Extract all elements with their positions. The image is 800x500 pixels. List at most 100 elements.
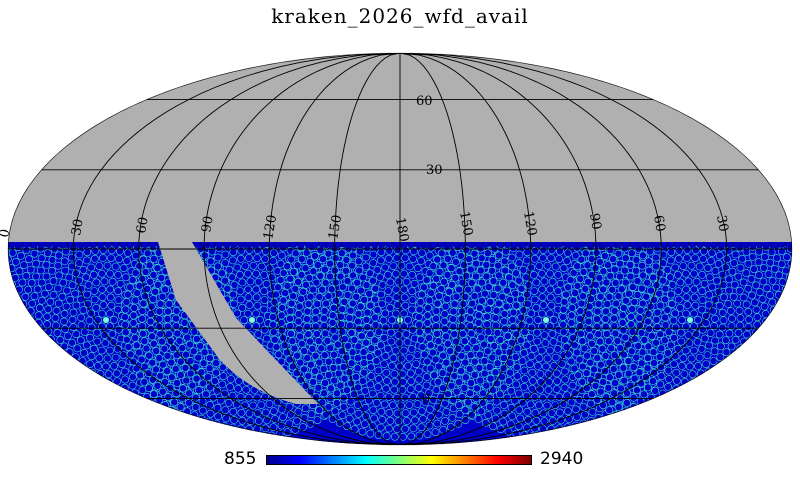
- field-pointing: [698, 287, 706, 296]
- field-pointing: [180, 318, 189, 327]
- field-pointing: [261, 408, 270, 417]
- field-pointing: [548, 330, 557, 338]
- field-pointing: [687, 354, 696, 363]
- field-pointing: [546, 269, 554, 278]
- field-pointing: [587, 254, 596, 263]
- field-pointing: [145, 351, 153, 360]
- field-pointing: [40, 369, 49, 378]
- field-pointing: [318, 398, 327, 407]
- field-pointing: [156, 330, 165, 339]
- field-pointing: [46, 335, 55, 343]
- field-pointing: [0, 300, 1, 307]
- field-pointing: [393, 425, 401, 433]
- field-pointing: [425, 251, 434, 260]
- field-pointing: [138, 322, 147, 331]
- field-pointing: [612, 299, 621, 308]
- field-pointing: [331, 407, 340, 416]
- field-pointing: [578, 377, 587, 386]
- field-pointing: [390, 385, 399, 394]
- field-pointing: [555, 392, 563, 401]
- field-pointing: [230, 280, 239, 289]
- field-pointing: [384, 424, 393, 433]
- field-pointing: [628, 283, 637, 291]
- field-pointing: [464, 398, 473, 407]
- field-pointing: [682, 293, 691, 302]
- field-pointing: [734, 370, 742, 379]
- field-pointing: [771, 264, 779, 273]
- field-pointing: [60, 383, 68, 392]
- field-pointing: [630, 297, 639, 306]
- field-pointing: [636, 306, 645, 315]
- field-pointing: [213, 386, 222, 395]
- field-pointing: [8, 302, 10, 311]
- field-pointing: [182, 376, 191, 385]
- field-pointing: [491, 314, 500, 322]
- field-pointing: [656, 380, 665, 389]
- field-pointing: [501, 247, 510, 256]
- field-pointing: [665, 375, 673, 383]
- field-pointing: [204, 373, 212, 381]
- field-pointing: [43, 249, 52, 258]
- field-pointing: [676, 278, 685, 287]
- field-pointing: [106, 309, 114, 318]
- field-pointing: [432, 314, 440, 323]
- field-pointing: [136, 371, 145, 380]
- field-pointing: [701, 416, 709, 425]
- field-pointing: [435, 292, 443, 301]
- field-pointing: [574, 371, 583, 380]
- field-pointing: [696, 385, 705, 394]
- field-pointing: [30, 371, 39, 379]
- field-pointing: [199, 406, 207, 415]
- field-pointing: [435, 267, 444, 276]
- field-pointing: [433, 299, 442, 308]
- field-pointing: [555, 255, 563, 263]
- field-pointing: [674, 270, 682, 279]
- field-pointing: [8, 381, 16, 390]
- field-pointing: [233, 309, 242, 318]
- field-pointing: [731, 335, 740, 344]
- field-pointing: [191, 363, 200, 371]
- field-pointing: [366, 269, 374, 278]
- field-pointing: [33, 285, 42, 294]
- field-pointing: [8, 347, 15, 355]
- field-pointing: [564, 249, 572, 257]
- field-pointing: [695, 262, 704, 271]
- field-pointing: [331, 333, 340, 342]
- field-pointing: [758, 295, 767, 303]
- field-pointing: [360, 295, 369, 304]
- field-pointing: [440, 310, 449, 318]
- field-pointing: [142, 344, 151, 353]
- field-pointing: [74, 422, 83, 430]
- field-pointing: [286, 274, 295, 283]
- field-pointing: [359, 348, 368, 357]
- field-pointing: [666, 391, 675, 400]
- field-pointing: [348, 348, 357, 357]
- field-pointing: [590, 365, 598, 374]
- field-pointing: [601, 251, 609, 260]
- field-pointing: [515, 259, 524, 267]
- field-pointing: [119, 264, 128, 273]
- field-pointing: [137, 428, 146, 437]
- field-pointing: [564, 350, 573, 359]
- field-pointing: [603, 329, 611, 338]
- field-pointing: [254, 277, 263, 286]
- field-pointing: [104, 385, 113, 394]
- field-pointing: [107, 254, 115, 262]
- field-pointing: [658, 422, 667, 430]
- field-pointing: [408, 325, 417, 334]
- field-pointing: [450, 330, 459, 339]
- field-pointing: [279, 269, 288, 277]
- field-pointing: [123, 423, 132, 432]
- field-pointing: [392, 293, 401, 302]
- field-pointing: [161, 285, 169, 294]
- field-pointing: [439, 261, 448, 270]
- field-pointing: [8, 254, 12, 263]
- field-pointing: [711, 398, 720, 407]
- field-pointing: [593, 307, 602, 316]
- field-pointing: [607, 416, 616, 424]
- field-pointing: [97, 346, 106, 355]
- field-pointing: [500, 342, 509, 351]
- field-pointing: [477, 333, 486, 342]
- field-pointing: [156, 300, 165, 308]
- field-pointing: [706, 329, 715, 337]
